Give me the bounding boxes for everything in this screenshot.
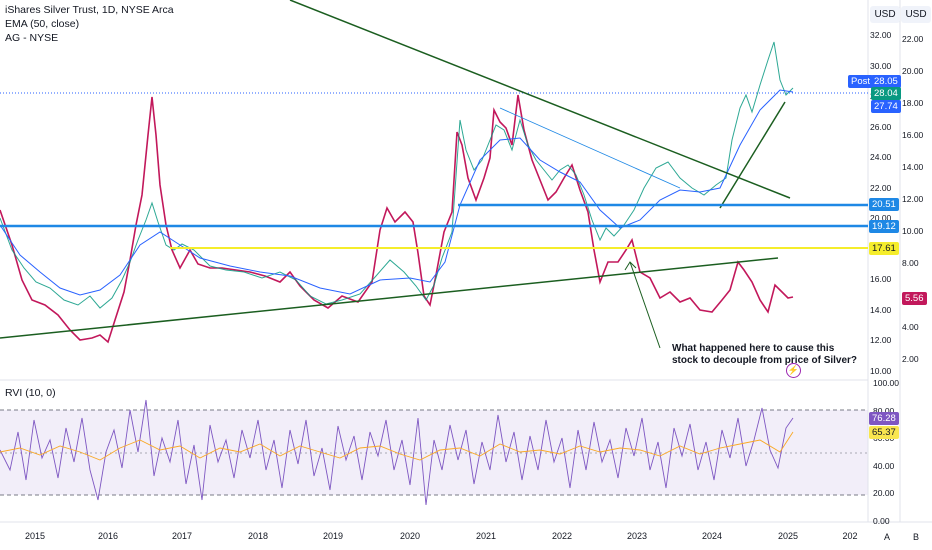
axis-tick-label: 2.00: [902, 354, 919, 364]
thin-trendline[interactable]: [499, 107, 681, 189]
time-tick-label: 2017: [171, 531, 193, 541]
time-tick-label: 2021: [475, 531, 497, 541]
rvi-legend[interactable]: RVI (10, 0): [5, 387, 56, 399]
axis-tick-label: 10.00: [870, 365, 892, 376]
axis-tick-label: 20.00: [870, 213, 892, 223]
blue-level-label-1: 20.51: [869, 198, 899, 211]
axis-tick-label: 100.00: [873, 378, 899, 388]
rvi-value-label: 76.28: [869, 412, 899, 425]
axis-tick-label: 32.00: [870, 30, 892, 40]
descending-trendline[interactable]: [289, 0, 791, 199]
axis-tick-label: 22.00: [902, 34, 924, 44]
axis-tick-label: 10.00: [902, 226, 924, 236]
axis-tick-label: 12.00: [870, 335, 892, 345]
time-tick-label: 2025: [777, 531, 799, 541]
axis-tick-label: 26.00: [870, 121, 892, 132]
silver-price-line[interactable]: [0, 41, 794, 309]
time-tick-label: 2020: [399, 531, 421, 541]
yellow-level-label: 17.61: [869, 242, 899, 255]
time-axis[interactable]: 2015 2016 2017 2018 2019 2020 2021 2022 2023 2024…: [0, 522, 868, 550]
ascending-trendline[interactable]: [0, 257, 779, 339]
annotation-arrow: [629, 261, 661, 349]
axis-tick-label: 14.00: [870, 304, 892, 315]
axis-tick-label: 4.00: [902, 322, 919, 332]
axis-tick-label: 18.00: [902, 98, 924, 108]
blue-level-label-2: 19.12: [869, 220, 899, 233]
currency-button-right[interactable]: USD: [901, 6, 931, 23]
compare-legend[interactable]: AG - NYSE: [5, 32, 59, 44]
annotation-line-2: stock to decouple from price of Silver?: [672, 355, 858, 366]
auto-scale-button[interactable]: A: [884, 532, 891, 542]
time-tick-label: 2015: [24, 531, 46, 541]
price-pane[interactable]: [0, 0, 868, 380]
time-tick-label: 2024: [701, 531, 723, 541]
time-tick-label: 2018: [247, 531, 269, 541]
time-tick-label: 202: [842, 531, 858, 541]
annotation-line-1: What happened here to cause this: [672, 343, 835, 354]
last-price-label: 28.04: [871, 87, 901, 100]
arrow-head: [624, 261, 637, 271]
axis-tick-label: 30.00: [870, 60, 892, 71]
uptrend-line[interactable]: [719, 101, 786, 209]
post-tag: Post: [848, 75, 874, 88]
time-tick-label: 2016: [97, 531, 119, 541]
ema-price-label: 27.74: [871, 100, 901, 113]
axis-tick-label: 16.00: [870, 274, 892, 284]
time-tick-label: 2023: [626, 531, 648, 541]
symbol-title[interactable]: iShares Silver Trust, 1D, NYSE Arca: [5, 4, 174, 16]
time-tick-label: 2022: [551, 531, 573, 541]
axis-tick-label: 14.00: [902, 162, 924, 172]
axis-tick-label: 0.00: [873, 515, 890, 526]
ag-price-label: 5.56: [902, 292, 927, 305]
price-axis-right[interactable]: 22.0020.0018.0016.0014.0012.0010.008.006…: [902, 0, 932, 380]
time-tick-label: 2019: [322, 531, 344, 541]
axis-tick-label: 80.00: [873, 405, 895, 416]
log-scale-button[interactable]: B: [913, 532, 920, 542]
ema-line: [0, 89, 794, 296]
currency-button-left[interactable]: USD: [870, 6, 900, 23]
axis-tick-label: 20.00: [873, 488, 895, 498]
axis-tick-label: 22.00: [870, 182, 892, 193]
axis-tick-label: 40.00: [873, 460, 895, 471]
lightning-icon[interactable]: ⚡: [786, 363, 801, 378]
ema-legend[interactable]: EMA (50, close): [5, 18, 80, 30]
price-axis-left[interactable]: 32.0030.0028.0026.0024.0022.0020.0018.00…: [870, 0, 900, 380]
ag-series-line[interactable]: [0, 94, 794, 344]
post-price-label: 28.05: [871, 75, 901, 88]
rvi-line[interactable]: [0, 399, 794, 506]
axis-tick-label: 8.00: [902, 258, 919, 268]
axis-tick-label: 24.00: [870, 152, 892, 162]
axis-tick-label: 20.00: [902, 66, 924, 76]
rvi-signal-label: 65.37: [869, 426, 899, 439]
rvi-signal-line: [0, 431, 794, 461]
axis-tick-label: 16.00: [902, 130, 924, 140]
annotation-text[interactable]: What happened here to cause this stock t…: [672, 343, 857, 367]
axis-tick-label: 12.00: [902, 194, 924, 204]
